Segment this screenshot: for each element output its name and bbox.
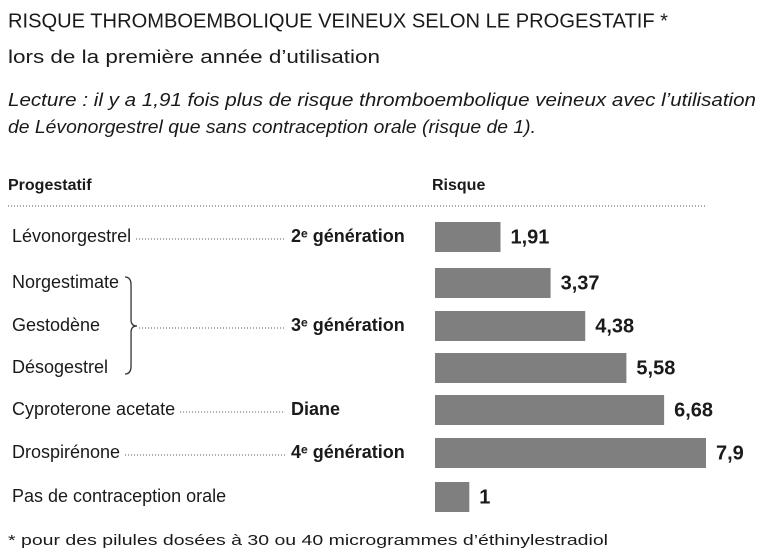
bar <box>435 395 665 425</box>
value-label: 7,9 <box>716 442 744 464</box>
bracket <box>125 276 138 375</box>
note-line: Lecture : il y a 1,91 fois plus de risqu… <box>8 90 756 110</box>
subtitle: lors de la première année d’utilisation <box>8 47 380 67</box>
group-label: 4ᵉ génération <box>291 442 405 462</box>
group-label: 3ᵉ génération <box>291 315 405 335</box>
value-label: 5,58 <box>636 357 675 379</box>
value-label: 6,68 <box>674 399 713 421</box>
note-line: de Lévonorgestrel que sans contraception… <box>8 117 536 137</box>
bar <box>435 268 551 298</box>
bar <box>435 482 470 512</box>
footnote: * pour des pilules dosées à 30 ou 40 mic… <box>8 532 608 549</box>
column-header: Progestatif <box>8 177 92 194</box>
title: RISQUE THROMBOEMBOLIQUE VEINEUX SELON LE… <box>8 10 668 32</box>
category-label: Lévonorgestrel <box>12 226 131 246</box>
category-label: Désogestrel <box>12 357 108 377</box>
bar <box>435 438 706 468</box>
value-label: 1,91 <box>511 226 550 248</box>
category-label: Gestodène <box>12 315 100 335</box>
value-label: 3,37 <box>561 272 600 294</box>
category-label: Drospirénone <box>12 442 120 462</box>
value-label: 4,38 <box>595 315 634 337</box>
bar <box>435 222 501 252</box>
category-label: Cyproterone acetate <box>12 399 175 419</box>
bar <box>435 311 586 341</box>
bar <box>435 353 627 383</box>
category-label: Norgestimate <box>12 272 119 292</box>
group-label: 2ᵉ génération <box>291 226 405 246</box>
value-label: 1 <box>479 486 490 508</box>
group-label: Diane <box>291 399 340 419</box>
column-header: Risque <box>432 177 485 194</box>
category-label: Pas de contraception orale <box>12 486 226 506</box>
